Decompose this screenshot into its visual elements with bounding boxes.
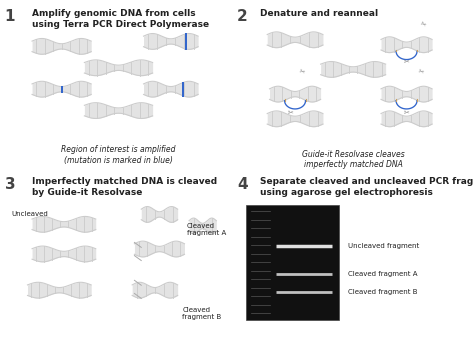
Text: Amplify genomic DNA from cells
using Terra PCR Direct Polymerase: Amplify genomic DNA from cells using Ter… bbox=[32, 9, 209, 28]
Text: Guide-it Resolvase cleaves
imperfectly matched DNA: Guide-it Resolvase cleaves imperfectly m… bbox=[302, 150, 404, 169]
Text: ✂: ✂ bbox=[419, 20, 427, 28]
Text: 3: 3 bbox=[5, 177, 15, 192]
Text: Region of interest is amplified
(mutation is marked in blue): Region of interest is amplified (mutatio… bbox=[61, 145, 176, 165]
Text: Separate cleaved and uncleaved PCR fragments
using agarose gel electrophoresis: Separate cleaved and uncleaved PCR fragm… bbox=[260, 177, 474, 197]
Text: Uncleaved: Uncleaved bbox=[11, 211, 48, 217]
Text: 4: 4 bbox=[237, 177, 247, 192]
Text: ✂: ✂ bbox=[404, 110, 410, 116]
Text: Cleaved
fragment A: Cleaved fragment A bbox=[187, 223, 226, 236]
Text: ✂: ✂ bbox=[298, 68, 306, 76]
Text: ✂: ✂ bbox=[417, 68, 424, 76]
Text: 2: 2 bbox=[237, 9, 248, 24]
Text: Denature and reanneal: Denature and reanneal bbox=[260, 9, 378, 17]
Text: Cleaved fragment B: Cleaved fragment B bbox=[348, 289, 418, 295]
FancyBboxPatch shape bbox=[246, 204, 339, 320]
Text: Uncleaved fragment: Uncleaved fragment bbox=[348, 243, 420, 249]
Text: Cleaved fragment A: Cleaved fragment A bbox=[348, 271, 418, 277]
Text: 1: 1 bbox=[5, 9, 15, 24]
Text: ✂: ✂ bbox=[288, 110, 293, 116]
Text: Cleaved
fragment B: Cleaved fragment B bbox=[182, 307, 221, 320]
Text: Imperfectly matched DNA is cleaved
by Guide-it Resolvase: Imperfectly matched DNA is cleaved by Gu… bbox=[32, 177, 217, 197]
Text: ✂: ✂ bbox=[404, 59, 410, 65]
